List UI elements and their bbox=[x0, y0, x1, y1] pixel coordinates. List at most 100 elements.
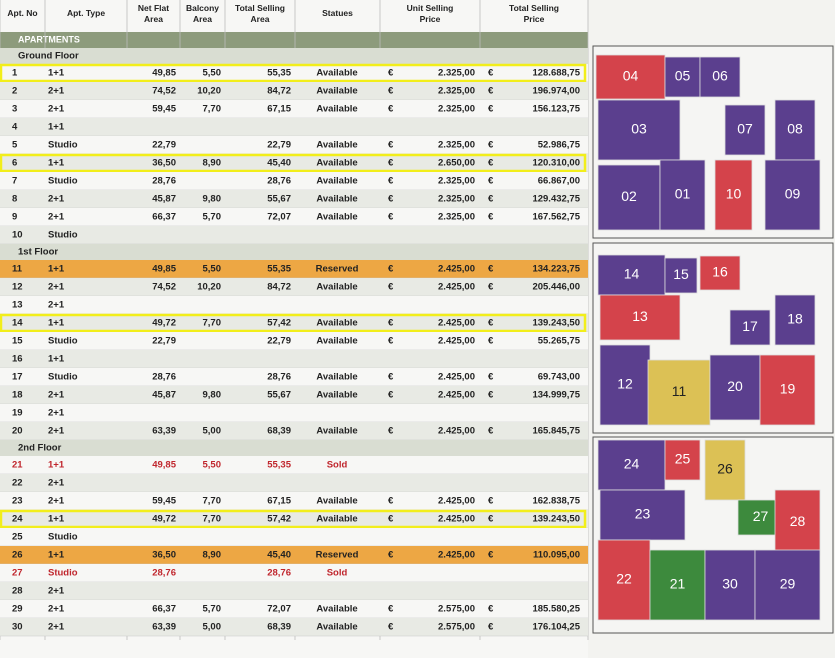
status: Available bbox=[316, 604, 357, 615]
unit-price: 2.425,00 bbox=[438, 390, 475, 401]
row-bg bbox=[0, 172, 588, 190]
unit-price: 2.325,00 bbox=[438, 140, 475, 151]
unit-price: 2.425,00 bbox=[438, 496, 475, 507]
unit-price: 2.325,00 bbox=[438, 194, 475, 205]
total-price: 55.265,75 bbox=[538, 336, 581, 347]
balcony-area: 8,90 bbox=[203, 158, 222, 169]
apt-type: 2+1 bbox=[48, 282, 65, 293]
apt-type: 1+1 bbox=[48, 514, 65, 525]
status: Available bbox=[316, 372, 357, 383]
balcony-area: 5,70 bbox=[203, 604, 222, 615]
status: Available bbox=[316, 68, 357, 79]
currency: € bbox=[388, 426, 394, 437]
apt-type: 2+1 bbox=[48, 426, 65, 437]
total-area: 84,72 bbox=[267, 86, 291, 97]
apt-no: 6 bbox=[12, 158, 17, 169]
status: Reserved bbox=[316, 264, 359, 275]
unit-price: 2.425,00 bbox=[438, 514, 475, 525]
total-price: 120.310,00 bbox=[532, 158, 580, 169]
apt-no: 27 bbox=[12, 568, 23, 579]
apt-no: 10 bbox=[12, 230, 23, 241]
row-bg bbox=[0, 456, 588, 474]
balcony-area: 7,70 bbox=[203, 104, 222, 115]
total-price: 129.432,75 bbox=[532, 194, 580, 205]
status: Available bbox=[316, 390, 357, 401]
total-area: 68,39 bbox=[267, 622, 291, 633]
column-header: Unit Selling Price bbox=[407, 3, 454, 24]
apt-no: 5 bbox=[12, 140, 18, 151]
apt-no: 22 bbox=[12, 478, 23, 489]
plan-unit bbox=[664, 56, 701, 98]
apt-no: 24 bbox=[12, 514, 23, 525]
currency: € bbox=[488, 264, 494, 275]
apt-type: 2+1 bbox=[48, 390, 65, 401]
apt-type: 2+1 bbox=[48, 622, 65, 633]
balcony-area: 5,00 bbox=[203, 622, 222, 633]
row-bg bbox=[0, 82, 588, 100]
currency: € bbox=[488, 390, 494, 401]
apt-type: Studio bbox=[48, 336, 78, 347]
floor-header: Ground Floor bbox=[18, 51, 79, 62]
apt-type: Studio bbox=[48, 568, 78, 579]
row-bg bbox=[0, 618, 588, 636]
currency: € bbox=[388, 194, 394, 205]
net-area: 59,45 bbox=[152, 496, 176, 507]
status: Available bbox=[316, 426, 357, 437]
plan-unit bbox=[759, 354, 816, 426]
unit-price: 2.575,00 bbox=[438, 604, 475, 615]
total-area: 28,76 bbox=[267, 176, 291, 187]
plan-label: 22 bbox=[616, 571, 632, 587]
row-bg bbox=[0, 226, 588, 244]
total-area: 45,40 bbox=[267, 158, 291, 169]
status: Available bbox=[316, 158, 357, 169]
status: Available bbox=[316, 212, 357, 223]
plan-label: 01 bbox=[675, 186, 691, 202]
unit-price: 2.425,00 bbox=[438, 550, 475, 561]
currency: € bbox=[388, 604, 394, 615]
row-bg bbox=[0, 510, 588, 528]
apt-type: Studio bbox=[48, 372, 78, 383]
currency: € bbox=[488, 282, 494, 293]
balcony-area: 5,50 bbox=[203, 460, 222, 471]
net-area: 45,87 bbox=[152, 194, 176, 205]
net-area: 28,76 bbox=[152, 568, 176, 579]
net-area: 36,50 bbox=[152, 158, 176, 169]
unit-price: 2.325,00 bbox=[438, 176, 475, 187]
apt-no: 1 bbox=[12, 68, 18, 79]
balcony-area: 9,80 bbox=[203, 194, 222, 205]
plan-label: 16 bbox=[712, 264, 728, 280]
currency: € bbox=[488, 158, 494, 169]
currency: € bbox=[488, 514, 494, 525]
plan-label: 14 bbox=[624, 266, 640, 282]
row-bg bbox=[0, 368, 588, 386]
apt-no: 23 bbox=[12, 496, 23, 507]
plan-label: 05 bbox=[675, 68, 691, 84]
currency: € bbox=[388, 176, 394, 187]
row-bg bbox=[0, 386, 588, 404]
plan-unit bbox=[774, 294, 816, 346]
currency: € bbox=[388, 68, 394, 79]
currency: € bbox=[388, 212, 394, 223]
total-price: 139.243,50 bbox=[532, 514, 580, 525]
balcony-area: 10,20 bbox=[197, 86, 221, 97]
currency: € bbox=[388, 158, 394, 169]
currency: € bbox=[388, 264, 394, 275]
plan-unit bbox=[699, 255, 741, 291]
plan-label: 07 bbox=[737, 121, 753, 137]
floor-header: 2nd Floor bbox=[18, 443, 62, 454]
net-area: 49,72 bbox=[152, 318, 176, 329]
balcony-area: 5,50 bbox=[203, 264, 222, 275]
plan-label: 23 bbox=[635, 506, 651, 522]
unit-price: 2.425,00 bbox=[438, 336, 475, 347]
plan-label: 25 bbox=[675, 451, 691, 467]
status: Available bbox=[316, 496, 357, 507]
apt-no: 14 bbox=[12, 318, 23, 329]
plan-label: 29 bbox=[780, 576, 796, 592]
apt-no: 4 bbox=[12, 122, 18, 133]
total-price: 128.688,75 bbox=[532, 68, 580, 79]
row-bg bbox=[0, 528, 588, 546]
status: Available bbox=[316, 514, 357, 525]
apt-no: 9 bbox=[12, 212, 17, 223]
apt-no: 21 bbox=[12, 460, 23, 471]
